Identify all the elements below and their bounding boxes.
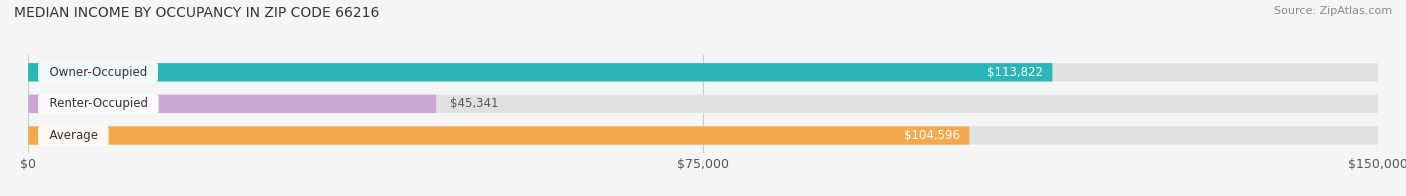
FancyBboxPatch shape bbox=[28, 63, 1052, 81]
Text: $104,596: $104,596 bbox=[904, 129, 960, 142]
Text: Owner-Occupied: Owner-Occupied bbox=[42, 66, 155, 79]
Text: $45,341: $45,341 bbox=[450, 97, 498, 110]
FancyBboxPatch shape bbox=[28, 63, 1378, 81]
FancyBboxPatch shape bbox=[28, 95, 436, 113]
Text: MEDIAN INCOME BY OCCUPANCY IN ZIP CODE 66216: MEDIAN INCOME BY OCCUPANCY IN ZIP CODE 6… bbox=[14, 6, 380, 20]
Text: Renter-Occupied: Renter-Occupied bbox=[42, 97, 155, 110]
FancyBboxPatch shape bbox=[28, 95, 1378, 113]
FancyBboxPatch shape bbox=[28, 126, 1378, 145]
Text: Average: Average bbox=[42, 129, 105, 142]
Text: Source: ZipAtlas.com: Source: ZipAtlas.com bbox=[1274, 6, 1392, 16]
FancyBboxPatch shape bbox=[28, 126, 969, 145]
Text: $113,822: $113,822 bbox=[987, 66, 1043, 79]
